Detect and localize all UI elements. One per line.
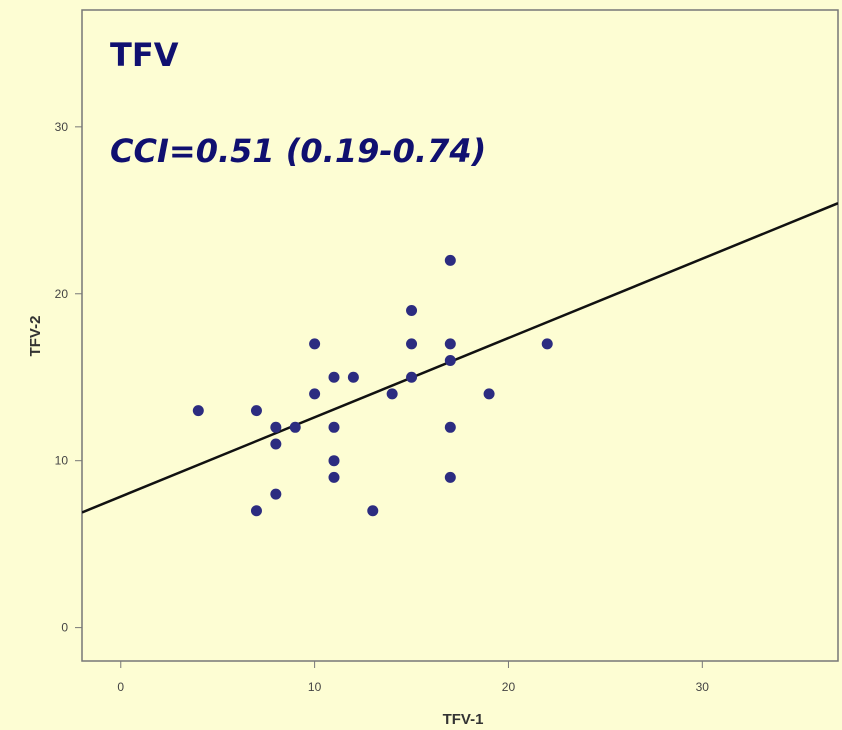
chart-subtitle: CCI=0.51 (0.19-0.74) (110, 132, 486, 170)
y-axis-label: TFV-2 (27, 316, 44, 357)
data-point (309, 388, 321, 400)
x-tick-label: 0 (117, 680, 124, 694)
y-axis-ticks: 0 10 20 30 (55, 120, 82, 635)
y-tick-label: 10 (55, 454, 69, 468)
data-point (328, 421, 340, 433)
y-tick-label: 20 (55, 287, 69, 301)
data-point (406, 338, 418, 350)
data-point (328, 371, 340, 383)
data-point (328, 455, 340, 467)
data-point (386, 388, 398, 400)
data-point (444, 421, 456, 433)
data-point (270, 438, 282, 450)
data-point (444, 471, 456, 483)
points-layer (192, 254, 553, 517)
data-point (270, 421, 282, 433)
data-point (328, 471, 340, 483)
y-tick-label: 0 (61, 621, 68, 635)
data-point (406, 371, 418, 383)
x-tick-label: 20 (502, 680, 516, 694)
x-tick-label: 30 (696, 680, 710, 694)
data-point (289, 421, 301, 433)
x-axis-label: TFV-1 (443, 711, 484, 728)
data-point (541, 338, 553, 350)
x-axis-ticks: 0 10 20 30 (117, 661, 709, 694)
chart-title: TFV (110, 36, 179, 74)
fit-line (82, 202, 838, 514)
y-tick-label: 30 (55, 120, 69, 134)
data-point (250, 405, 262, 417)
data-point (444, 355, 456, 367)
fit-line-layer (82, 202, 838, 514)
data-point (309, 338, 321, 350)
data-point (250, 505, 262, 517)
data-point (192, 405, 204, 417)
data-point (270, 488, 282, 500)
data-point (406, 304, 418, 316)
data-point (367, 505, 379, 517)
data-point (444, 338, 456, 350)
plot-frame (81, 9, 839, 662)
data-point (444, 254, 456, 266)
data-point (483, 388, 495, 400)
x-tick-label: 10 (308, 680, 322, 694)
data-point (347, 371, 359, 383)
